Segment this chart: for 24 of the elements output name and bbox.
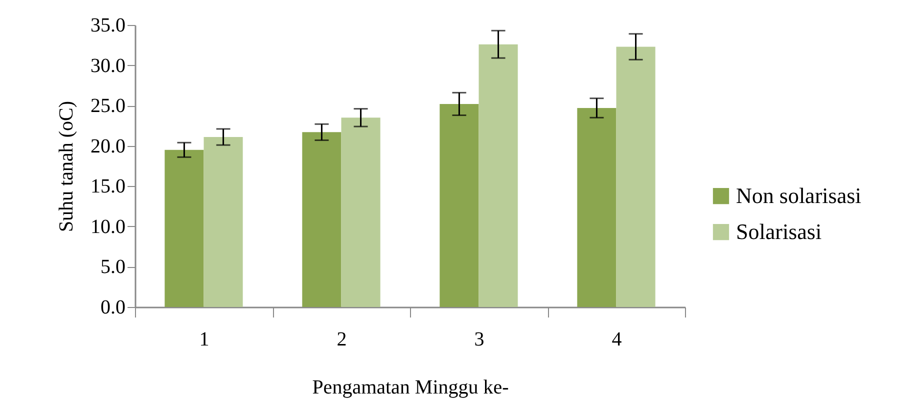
x-tick-label: 2 [336,328,347,350]
y-tick-label: 35.0 [90,14,126,36]
bar [478,44,518,307]
y-tick-label: 20.0 [90,135,126,158]
legend-label: Non solarisasi [736,183,862,208]
y-tick-label: 0.0 [100,296,126,318]
y-axis-title: Suhu tanah (oC) [56,100,78,232]
y-tick-label: 30.0 [90,54,126,77]
x-axis-title: Pengamatan Minggu ke- [312,376,509,398]
x-tick-label: 1 [199,328,210,350]
y-tick-label: 25.0 [90,95,126,118]
bar [341,118,380,307]
legend-label: Solarisasi [736,219,822,244]
y-tick-label: 15.0 [90,176,126,198]
bar [440,104,479,307]
bar [164,150,204,307]
bar [302,132,342,307]
bar [577,108,616,307]
y-tick-label: 5.0 [100,256,126,278]
bar [204,136,243,307]
bar [616,46,656,307]
x-tick-label: 3 [474,328,484,350]
y-tick-label: 10.0 [90,216,126,238]
x-tick-label: 4 [612,328,622,350]
